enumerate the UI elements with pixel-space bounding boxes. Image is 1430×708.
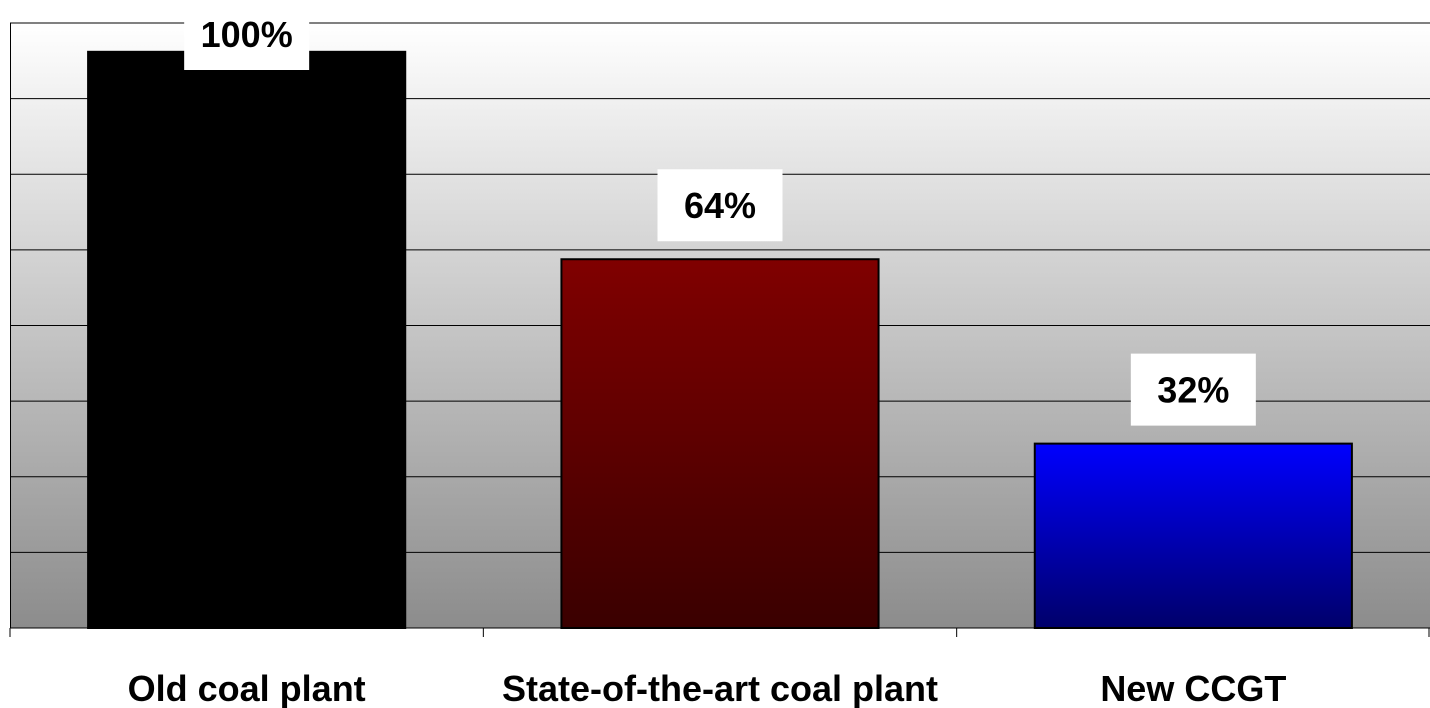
x-tick-label: Old coal plant [128, 668, 366, 708]
x-tick-label: New CCGT [1100, 668, 1286, 708]
bar-2 [1033, 442, 1353, 629]
data-label-background [184, 0, 310, 70]
x-axis [9, 627, 1430, 637]
x-tick-labels-group: Old coal plant State-of-the-art coal plan… [128, 668, 1287, 708]
bars-group [87, 50, 1353, 630]
data-label-background [657, 169, 783, 242]
bar-1 [560, 258, 880, 629]
data-labels-group: 100% 64% 32% [184, 0, 1256, 426]
data-label: 32% [1157, 370, 1229, 411]
bar-0 [87, 50, 407, 630]
data-label: 100% [201, 14, 293, 55]
x-tick-label: State-of-the-art coal plant [502, 668, 938, 708]
data-label-background [1130, 353, 1256, 426]
data-label: 64% [684, 185, 756, 226]
